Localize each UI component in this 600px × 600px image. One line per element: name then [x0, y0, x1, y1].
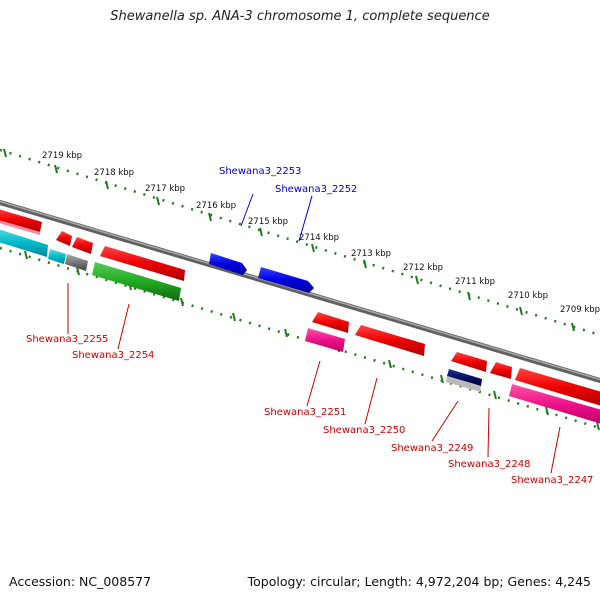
ruler-tick-label: 2715 kbp: [248, 217, 288, 227]
ruler-tick-label: 2718 kbp: [94, 168, 134, 178]
gene-feature-red[interactable]: [100, 246, 185, 281]
gene-label[interactable]: Shewana3_2248: [448, 459, 530, 470]
gene-feature-cyan[interactable]: [0, 228, 48, 257]
gene-feature-gray-light: [446, 376, 481, 392]
outer-ruler: 2719 kbp 2718 kbp 2717 kbp 2716 kbp 2715…: [0, 148, 600, 337]
ruler-tick-label: 2719 kbp: [42, 151, 82, 161]
genome-summary-text: Topology: circular; Length: 4,972,204 bp…: [247, 574, 591, 589]
gene-label[interactable]: Shewana3_2249: [391, 443, 473, 454]
gene-feature-red[interactable]: [490, 362, 512, 379]
gene-feature-green[interactable]: [92, 262, 181, 301]
gene-feature-red[interactable]: [72, 237, 93, 254]
gene-feature-red[interactable]: [312, 312, 349, 333]
ruler-tick-label: 2714 kbp: [299, 233, 339, 243]
gene-label[interactable]: Shewana3_2255: [26, 334, 108, 345]
gene-feature-red[interactable]: [515, 368, 600, 407]
inner-ruler: [0, 246, 600, 431]
ruler-tick-label: 2717 kbp: [145, 184, 185, 194]
gene-feature-blue[interactable]: [209, 253, 247, 275]
accession-text: Accession: NC_008577: [9, 574, 152, 589]
reverse-strand-features: [0, 208, 600, 425]
gene-feature-blue[interactable]: [258, 267, 314, 293]
ruler-tick-label: 2710 kbp: [508, 291, 548, 301]
page-title: Shewanella sp. ANA-3 chromosome 1, compl…: [110, 9, 490, 24]
gene-label[interactable]: Shewana3_2254: [72, 350, 154, 361]
gene-label[interactable]: Shewana3_2247: [511, 475, 593, 486]
inner-ruler-major-ticks: [24, 250, 600, 431]
gene-feature-red[interactable]: [355, 325, 425, 356]
ruler-tick-label: 2716 kbp: [196, 201, 236, 211]
gene-label[interactable]: Shewana3_2253: [219, 166, 301, 177]
gene-feature-navy[interactable]: [447, 369, 482, 386]
gene-feature-pink[interactable]: [305, 328, 345, 352]
ruler-tick-label: 2713 kbp: [351, 249, 391, 259]
gene-feature-red[interactable]: [0, 208, 42, 232]
ruler-tick-label: 2709 kbp: [560, 305, 600, 315]
gene-label[interactable]: Shewana3_2252: [275, 184, 357, 195]
outer-ruler-major-ticks: [3, 148, 575, 332]
gene-feature-pink[interactable]: [509, 384, 600, 425]
gene-feature-red[interactable]: [56, 231, 72, 246]
chromosome-backbone: [0, 199, 600, 384]
gene-feature-cyan[interactable]: [48, 249, 66, 264]
ruler-tick-label: 2711 kbp: [455, 277, 495, 287]
forward-strand-features: [209, 253, 314, 293]
ruler-tick-label: 2712 kbp: [403, 263, 443, 273]
gene-feature-pink-edge: [0, 220, 40, 235]
gene-label[interactable]: Shewana3_2251: [264, 407, 346, 418]
gene-feature-gray[interactable]: [65, 254, 88, 271]
label-leaders: [67, 193, 561, 474]
gene-feature-red[interactable]: [451, 352, 487, 372]
gene-label[interactable]: Shewana3_2250: [323, 425, 405, 436]
